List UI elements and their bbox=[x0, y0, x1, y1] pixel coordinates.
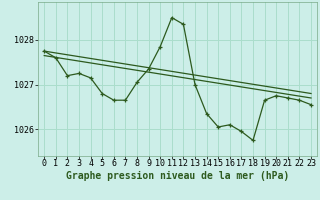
X-axis label: Graphe pression niveau de la mer (hPa): Graphe pression niveau de la mer (hPa) bbox=[66, 171, 289, 181]
